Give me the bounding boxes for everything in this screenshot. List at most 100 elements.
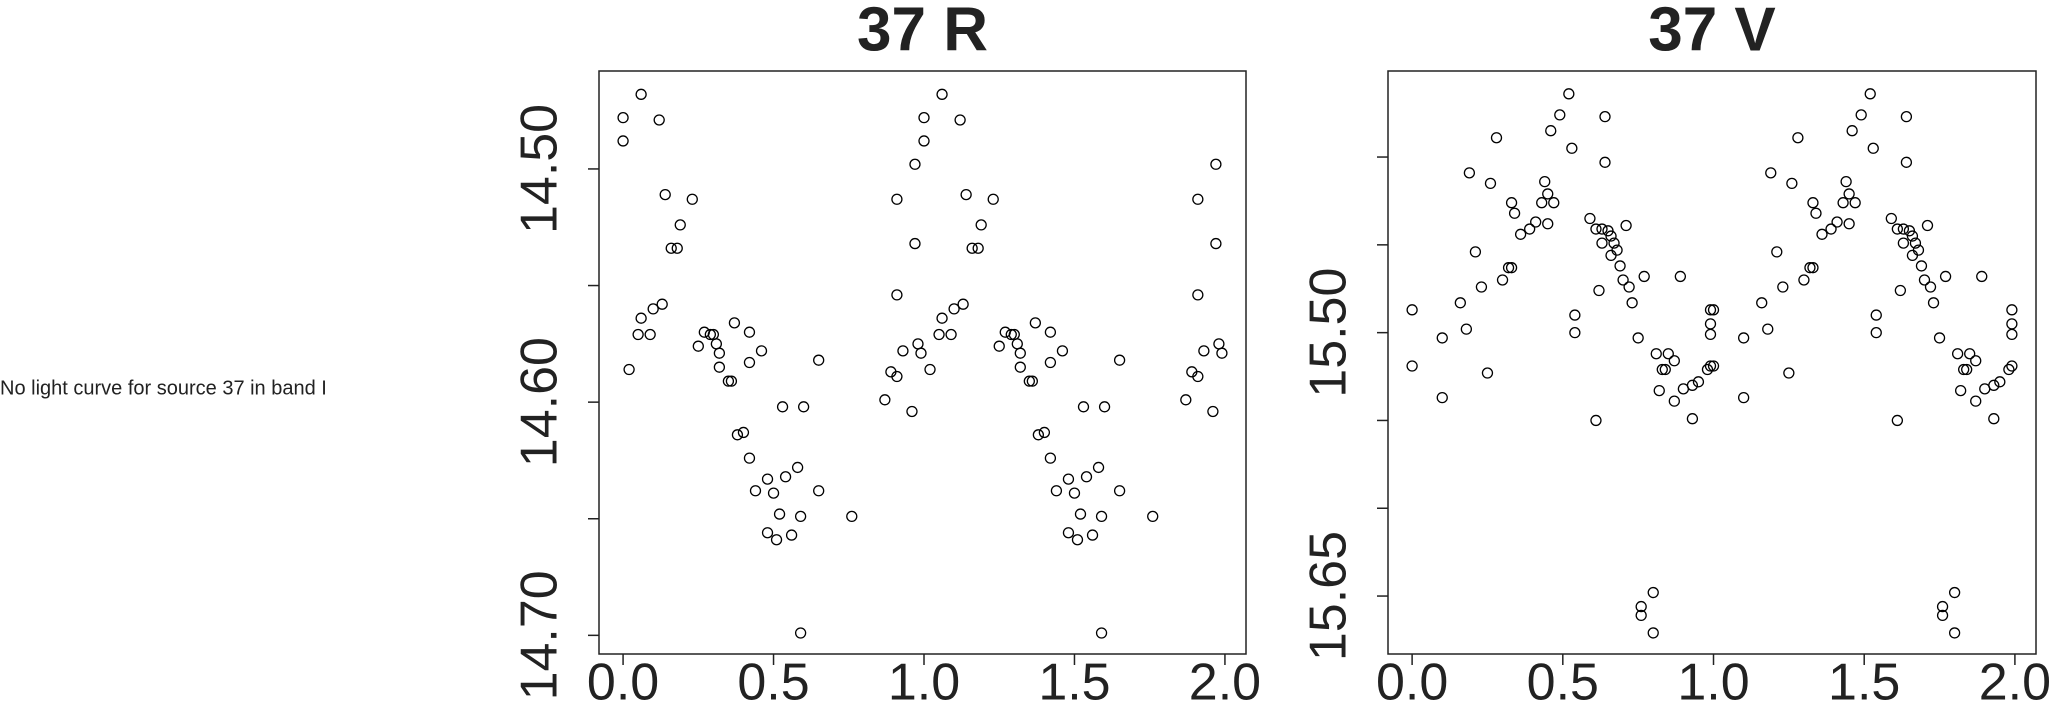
point [954, 114, 966, 126]
point [686, 193, 698, 205]
point [1062, 527, 1075, 539]
point [909, 237, 921, 250]
point [1792, 132, 1804, 144]
point [773, 508, 786, 520]
point [1915, 260, 1928, 272]
point [1994, 376, 2006, 388]
no-data-message: No light curve for source 37 in band I [0, 377, 327, 399]
point [1599, 111, 1611, 123]
point [1062, 473, 1075, 485]
point [813, 485, 825, 497]
point [891, 289, 903, 301]
x-tick-label: 0.5 [737, 654, 809, 708]
y-tick-label: 14.60 [511, 337, 569, 467]
point [1539, 175, 1551, 188]
point [1765, 167, 1777, 179]
point [1843, 188, 1855, 200]
point [659, 188, 671, 201]
point [1593, 284, 1605, 297]
point [1777, 281, 1789, 293]
x-tick-label: 1.5 [1828, 654, 1900, 708]
point [1548, 197, 1560, 209]
point [770, 534, 783, 546]
point [1524, 223, 1536, 235]
point [957, 298, 969, 310]
point [1044, 452, 1057, 464]
point [704, 328, 716, 341]
point [2006, 304, 2018, 316]
point [1707, 360, 1720, 372]
point [1885, 212, 1897, 225]
point [1005, 328, 1017, 341]
point [1505, 197, 1518, 209]
point [1951, 348, 1964, 360]
point [2006, 360, 2018, 372]
point [635, 88, 647, 100]
x-tick-label: 1.0 [1677, 654, 1749, 708]
point [1656, 363, 1668, 376]
point [1074, 508, 1087, 520]
point [1647, 586, 1659, 599]
point [1704, 304, 1717, 316]
point [1958, 363, 1970, 376]
point [1213, 338, 1225, 350]
point [1044, 356, 1057, 369]
point [1825, 223, 1837, 235]
point [1454, 297, 1466, 309]
point [1044, 326, 1057, 338]
point [722, 375, 735, 387]
point [635, 312, 647, 324]
point [1891, 223, 1904, 235]
y-tick-label: 15.65 [1300, 531, 1358, 661]
point [692, 340, 704, 352]
point [728, 317, 741, 329]
point [1608, 237, 1620, 249]
point [1906, 249, 1919, 262]
point [1840, 175, 1852, 188]
x-tick-label: 2.0 [1189, 654, 1261, 708]
point [1704, 360, 1717, 372]
point [1783, 367, 1795, 379]
point [1855, 109, 1867, 121]
point [1147, 510, 1159, 523]
point [1635, 609, 1647, 622]
x-tick-label: 1.0 [888, 654, 960, 708]
point [1816, 228, 1828, 240]
point [1704, 328, 1717, 341]
point [1542, 218, 1554, 230]
point [665, 242, 677, 254]
point [1436, 332, 1448, 344]
point [743, 326, 756, 338]
point [710, 338, 723, 350]
point [1080, 471, 1093, 483]
point [761, 527, 774, 539]
point [785, 529, 798, 541]
point [1635, 600, 1647, 613]
point [1668, 395, 1680, 407]
point [1988, 413, 2000, 425]
point [767, 487, 780, 499]
point [1596, 237, 1608, 249]
point [846, 510, 858, 523]
point [1599, 156, 1611, 168]
point [1014, 347, 1026, 359]
point [972, 242, 984, 254]
point [1988, 379, 2000, 391]
point [794, 510, 807, 523]
point [1505, 262, 1518, 274]
point [1095, 510, 1108, 523]
point [1623, 281, 1635, 293]
point [1906, 230, 1919, 242]
point [1976, 270, 1988, 283]
point [1566, 142, 1578, 154]
point [1071, 534, 1084, 546]
point [755, 345, 768, 357]
point [1086, 529, 1099, 541]
point [1864, 88, 1876, 100]
point [713, 347, 726, 359]
point [1463, 167, 1476, 179]
point [1611, 244, 1623, 256]
point [924, 363, 936, 376]
point [1207, 405, 1219, 418]
point [1192, 370, 1204, 383]
